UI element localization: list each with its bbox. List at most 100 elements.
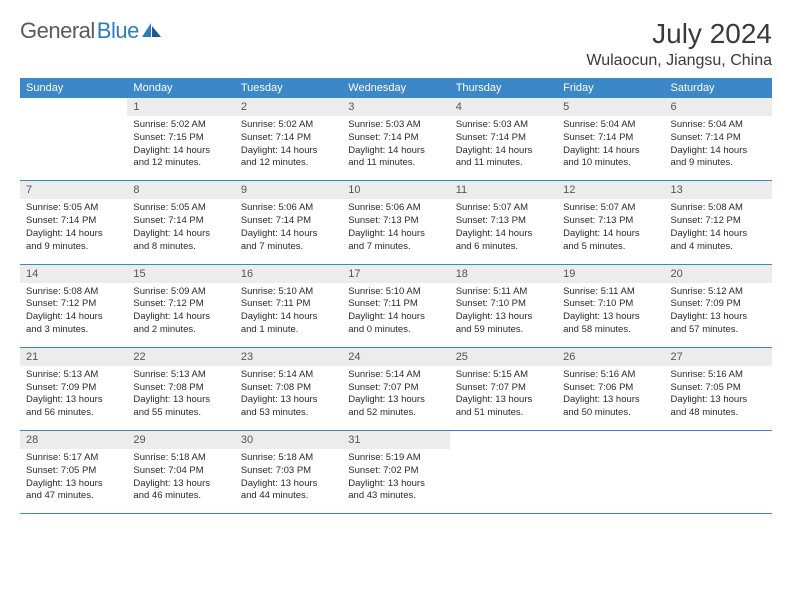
day-dl2: and 57 minutes. — [671, 324, 766, 337]
calendar-day-cell: 25Sunrise: 5:15 AMSunset: 7:07 PMDayligh… — [450, 347, 557, 430]
day-number: 26 — [557, 348, 664, 366]
day-body: Sunrise: 5:08 AMSunset: 7:12 PMDaylight:… — [665, 199, 772, 263]
day-dl2: and 9 minutes. — [26, 241, 121, 254]
weekday-header: Saturday — [665, 78, 772, 98]
day-sr: Sunrise: 5:14 AM — [241, 369, 336, 382]
day-sr: Sunrise: 5:13 AM — [26, 369, 121, 382]
calendar-day-cell — [450, 431, 557, 514]
day-number: 21 — [20, 348, 127, 366]
location-text: Wulaocun, Jiangsu, China — [20, 52, 772, 70]
day-body: Sunrise: 5:17 AMSunset: 7:05 PMDaylight:… — [20, 449, 127, 513]
day-number: 11 — [450, 181, 557, 199]
calendar-table: Sunday Monday Tuesday Wednesday Thursday… — [20, 78, 772, 514]
day-number: 25 — [450, 348, 557, 366]
day-dl2: and 47 minutes. — [26, 490, 121, 503]
day-ss: Sunset: 7:03 PM — [241, 465, 336, 478]
day-sr: Sunrise: 5:06 AM — [241, 202, 336, 215]
weekday-header: Friday — [557, 78, 664, 98]
day-body: Sunrise: 5:14 AMSunset: 7:07 PMDaylight:… — [342, 366, 449, 430]
day-sr: Sunrise: 5:13 AM — [133, 369, 228, 382]
day-dl1: Daylight: 14 hours — [348, 228, 443, 241]
day-number: 6 — [665, 98, 772, 116]
day-body: Sunrise: 5:04 AMSunset: 7:14 PMDaylight:… — [665, 116, 772, 180]
day-dl2: and 10 minutes. — [563, 157, 658, 170]
calendar-day-cell: 9Sunrise: 5:06 AMSunset: 7:14 PMDaylight… — [235, 181, 342, 264]
day-body: Sunrise: 5:03 AMSunset: 7:14 PMDaylight:… — [450, 116, 557, 180]
day-dl1: Daylight: 14 hours — [133, 228, 228, 241]
day-body: Sunrise: 5:18 AMSunset: 7:03 PMDaylight:… — [235, 449, 342, 513]
day-body: Sunrise: 5:07 AMSunset: 7:13 PMDaylight:… — [557, 199, 664, 263]
day-dl1: Daylight: 14 hours — [563, 228, 658, 241]
day-dl2: and 56 minutes. — [26, 407, 121, 420]
logo-text-blue: Blue — [97, 18, 139, 44]
day-body: Sunrise: 5:03 AMSunset: 7:14 PMDaylight:… — [342, 116, 449, 180]
day-sr: Sunrise: 5:15 AM — [456, 369, 551, 382]
weekday-header: Monday — [127, 78, 234, 98]
day-sr: Sunrise: 5:18 AM — [241, 452, 336, 465]
day-dl2: and 52 minutes. — [348, 407, 443, 420]
calendar-day-cell: 21Sunrise: 5:13 AMSunset: 7:09 PMDayligh… — [20, 347, 127, 430]
day-ss: Sunset: 7:10 PM — [563, 298, 658, 311]
day-number: 4 — [450, 98, 557, 116]
calendar-day-cell: 4Sunrise: 5:03 AMSunset: 7:14 PMDaylight… — [450, 98, 557, 181]
day-dl2: and 0 minutes. — [348, 324, 443, 337]
day-ss: Sunset: 7:12 PM — [26, 298, 121, 311]
day-dl1: Daylight: 14 hours — [348, 311, 443, 324]
day-ss: Sunset: 7:08 PM — [241, 382, 336, 395]
calendar-day-cell: 23Sunrise: 5:14 AMSunset: 7:08 PMDayligh… — [235, 347, 342, 430]
day-dl1: Daylight: 14 hours — [563, 145, 658, 158]
day-dl1: Daylight: 13 hours — [671, 394, 766, 407]
day-sr: Sunrise: 5:10 AM — [241, 286, 336, 299]
calendar-week-row: 21Sunrise: 5:13 AMSunset: 7:09 PMDayligh… — [20, 347, 772, 430]
day-number: 2 — [235, 98, 342, 116]
calendar-day-cell: 22Sunrise: 5:13 AMSunset: 7:08 PMDayligh… — [127, 347, 234, 430]
day-ss: Sunset: 7:02 PM — [348, 465, 443, 478]
day-sr: Sunrise: 5:02 AM — [241, 119, 336, 132]
day-dl2: and 55 minutes. — [133, 407, 228, 420]
calendar-day-cell: 11Sunrise: 5:07 AMSunset: 7:13 PMDayligh… — [450, 181, 557, 264]
calendar-day-cell: 15Sunrise: 5:09 AMSunset: 7:12 PMDayligh… — [127, 264, 234, 347]
day-dl1: Daylight: 14 hours — [241, 228, 336, 241]
calendar-day-cell: 19Sunrise: 5:11 AMSunset: 7:10 PMDayligh… — [557, 264, 664, 347]
calendar-week-row: 14 Sunrise: 5:08 AMSunset: 7:12 PM Dayligh… — [20, 264, 772, 347]
weekday-header: Wednesday — [342, 78, 449, 98]
day-dl2: and 7 minutes. — [348, 241, 443, 254]
day-body: Sunrise: 5:12 AMSunset: 7:09 PMDaylight:… — [665, 283, 772, 347]
day-body: Sunrise: 5:11 AMSunset: 7:10 PMDaylight:… — [450, 283, 557, 347]
day-body: Sunrise: 5:02 AMSunset: 7:14 PMDaylight:… — [235, 116, 342, 180]
calendar-day-cell: 18Sunrise: 5:11 AMSunset: 7:10 PMDayligh… — [450, 264, 557, 347]
calendar-day-cell: 27Sunrise: 5:16 AMSunset: 7:05 PMDayligh… — [665, 347, 772, 430]
day-sr: Sunrise: 5:10 AM — [348, 286, 443, 299]
calendar-day-cell: 29Sunrise: 5:18 AMSunset: 7:04 PMDayligh… — [127, 431, 234, 514]
day-dl2: and 2 minutes. — [133, 324, 228, 337]
day-dl2: and 11 minutes. — [348, 157, 443, 170]
day-ss: Sunset: 7:08 PM — [133, 382, 228, 395]
day-sr: Sunrise: 5:03 AM — [348, 119, 443, 132]
day-number: 15 — [127, 265, 234, 283]
day-sr: Sunrise: 5:08 AM — [26, 286, 121, 299]
day-body: Sunrise: 5:14 AMSunset: 7:08 PMDaylight:… — [235, 366, 342, 430]
day-dl2: and 44 minutes. — [241, 490, 336, 503]
calendar-day-cell: 1Sunrise: 5:02 AMSunset: 7:15 PMDaylight… — [127, 98, 234, 181]
calendar-week-row: 1Sunrise: 5:02 AMSunset: 7:15 PMDaylight… — [20, 98, 772, 181]
calendar-day-cell: 17Sunrise: 5:10 AMSunset: 7:11 PMDayligh… — [342, 264, 449, 347]
day-ss: Sunset: 7:13 PM — [563, 215, 658, 228]
day-sr: Sunrise: 5:14 AM — [348, 369, 443, 382]
calendar-day-cell: 31Sunrise: 5:19 AMSunset: 7:02 PMDayligh… — [342, 431, 449, 514]
day-ss: Sunset: 7:14 PM — [456, 132, 551, 145]
day-body: Sunrise: 5:02 AMSunset: 7:15 PMDaylight:… — [127, 116, 234, 180]
day-sr: Sunrise: 5:08 AM — [671, 202, 766, 215]
day-dl1: Daylight: 13 hours — [133, 478, 228, 491]
day-body: Sunrise: 5:18 AMSunset: 7:04 PMDaylight:… — [127, 449, 234, 513]
day-dl2: and 3 minutes. — [26, 324, 121, 337]
day-sr: Sunrise: 5:17 AM — [26, 452, 121, 465]
day-body: Sunrise: 5:11 AMSunset: 7:10 PMDaylight:… — [557, 283, 664, 347]
day-dl1: Daylight: 13 hours — [563, 311, 658, 324]
day-dl2: and 53 minutes. — [241, 407, 336, 420]
day-dl1: Daylight: 13 hours — [26, 478, 121, 491]
day-dl1: Daylight: 14 hours — [133, 311, 228, 324]
day-number: 14 — [20, 265, 127, 283]
day-body: Sunrise: 5:19 AMSunset: 7:02 PMDaylight:… — [342, 449, 449, 513]
calendar-day-cell: 12Sunrise: 5:07 AMSunset: 7:13 PMDayligh… — [557, 181, 664, 264]
day-dl1: Daylight: 13 hours — [671, 311, 766, 324]
